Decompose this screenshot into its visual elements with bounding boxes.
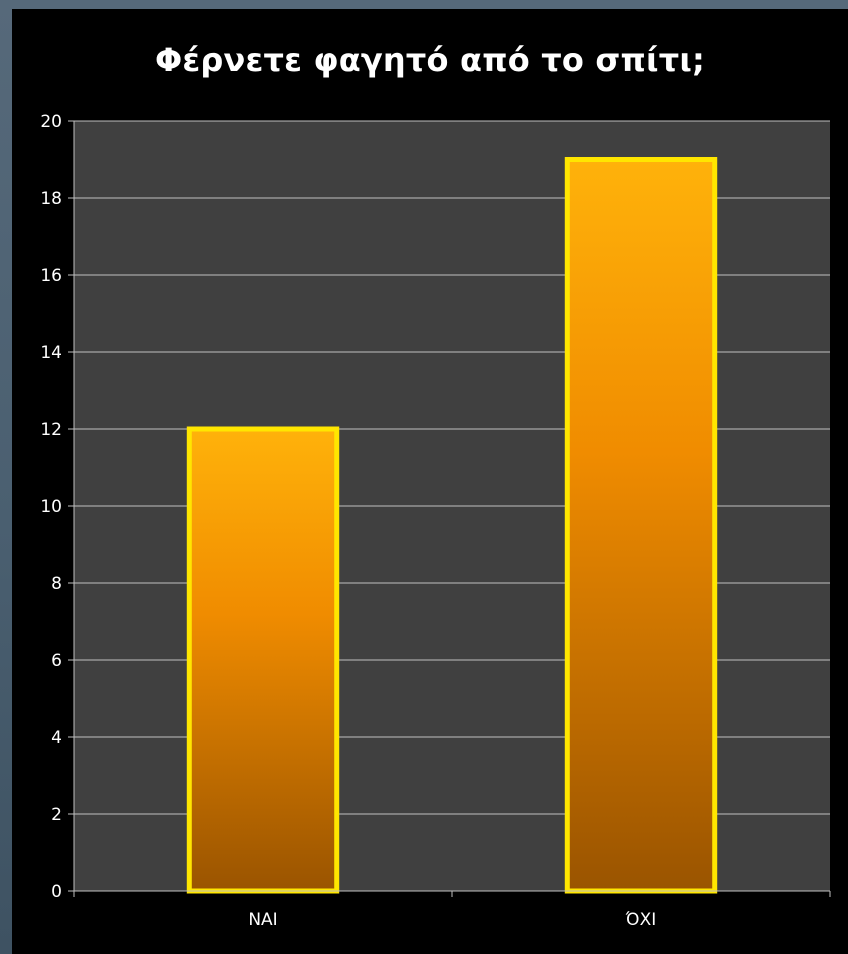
y-tick-label: 4 [51, 728, 62, 748]
y-tick-label: 12 [40, 420, 62, 440]
chart-title: Φέρνετε φαγητό από το σπίτι; [154, 41, 705, 79]
y-tick-labels: 0 2 4 6 8 10 12 14 16 18 20 [40, 112, 62, 902]
y-tick-label: 0 [51, 882, 62, 902]
x-tick-label: ΝΑΙ [248, 910, 277, 930]
y-tick-label: 2 [51, 805, 62, 825]
bar-1 [186, 426, 340, 894]
y-tick-label: 14 [40, 343, 62, 363]
bar-chart: 0 2 4 6 8 10 12 14 16 18 20 ΝΑΙ ΌΧΙ [40, 112, 831, 930]
y-tick-label: 6 [51, 651, 62, 671]
x-tick-label: ΌΧΙ [625, 910, 656, 930]
y-tick-label: 10 [40, 497, 62, 517]
bars [186, 157, 718, 894]
y-tick-label: 18 [40, 189, 62, 209]
y-tick-label: 8 [51, 574, 62, 594]
bar-2 [564, 157, 718, 894]
y-tick-label: 20 [40, 112, 62, 132]
x-tick-labels: ΝΑΙ ΌΧΙ [248, 910, 656, 930]
y-tick-label: 16 [40, 266, 62, 286]
axes [73, 121, 831, 897]
chart-frame: Φέρνετε φαγητό από το σπίτι; 0 2 4 6 8 10 12 14… [12, 9, 848, 954]
